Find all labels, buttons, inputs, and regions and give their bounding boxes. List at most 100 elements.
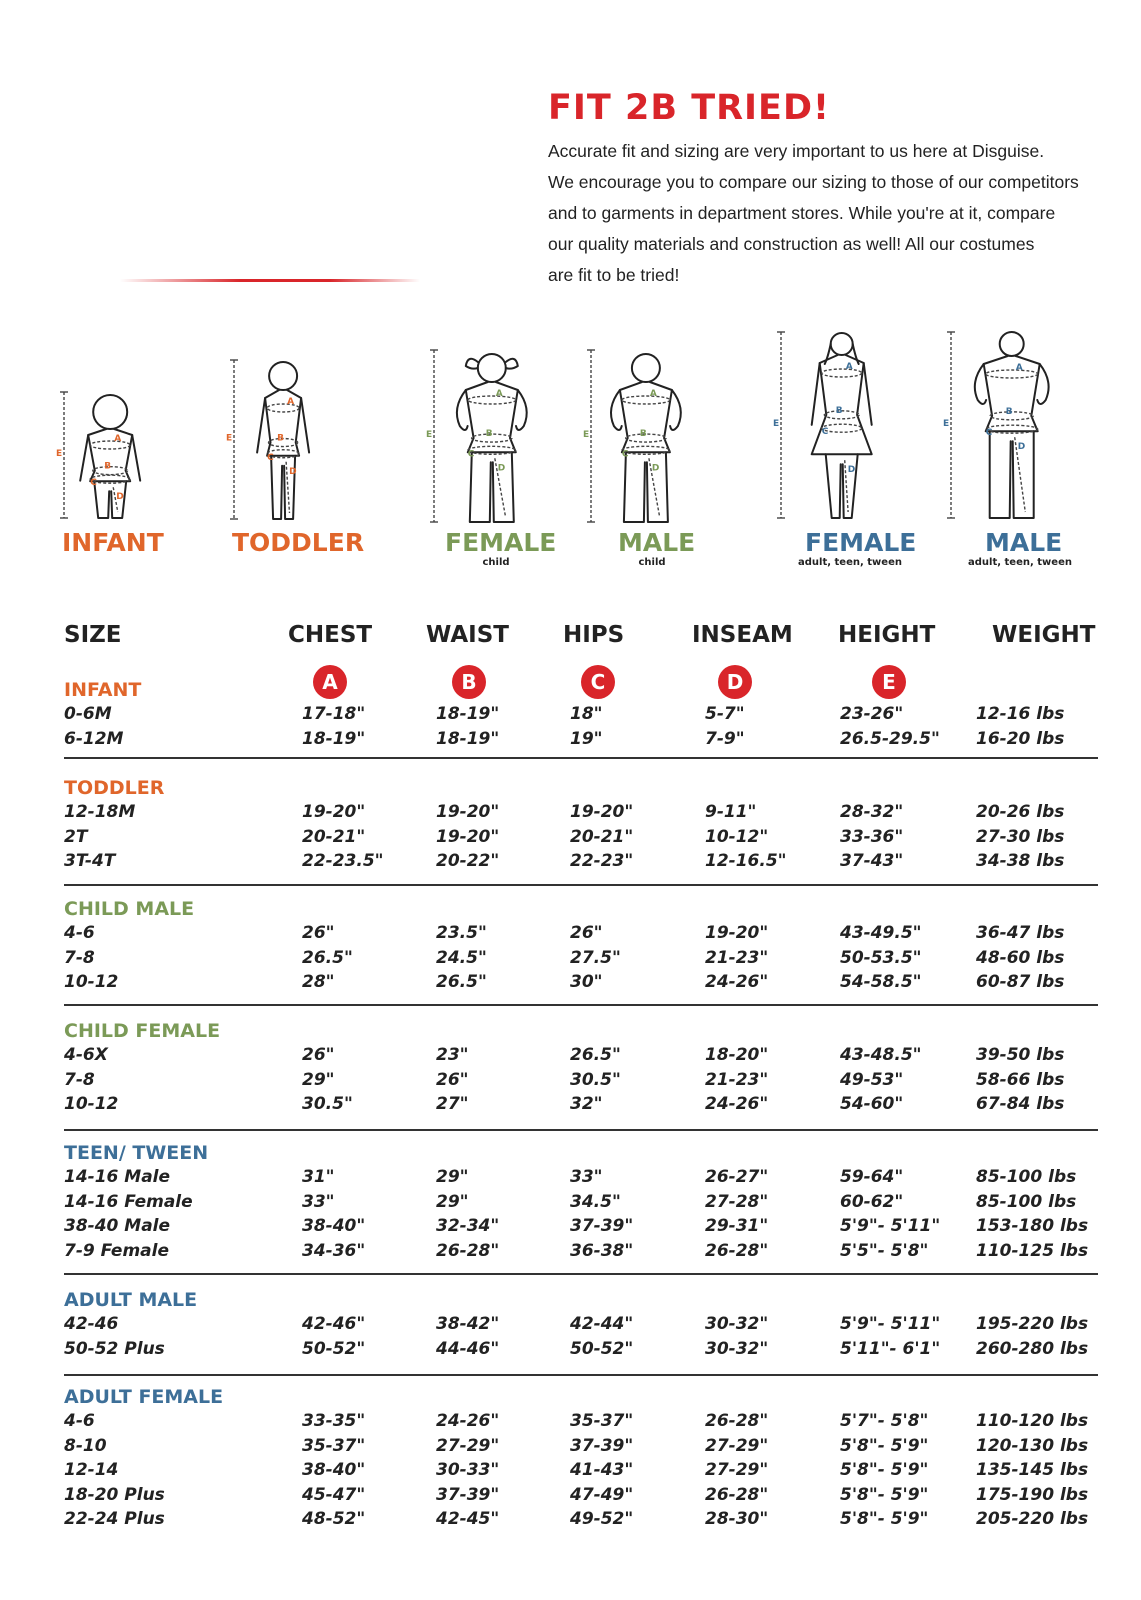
cell-size: 22-24 Plus xyxy=(64,1509,165,1529)
cell-hips: 37-39" xyxy=(570,1216,634,1236)
intro-line: are fit to be tried! xyxy=(548,265,680,285)
table-row: 3T-4T 22-23.5" 20-22" 22-23" 12-16.5" 37-43" 3… xyxy=(64,849,1098,874)
cell-chest: 48-52" xyxy=(302,1509,366,1529)
cell-hips: 33" xyxy=(570,1167,603,1187)
cell-height: 5'8"- 5'9" xyxy=(840,1435,929,1456)
cell-chest: 38-40" xyxy=(302,1216,366,1236)
cell-height: 33-36" xyxy=(840,826,904,847)
cell-chest: 28" xyxy=(302,972,335,992)
cell-chest: 26" xyxy=(302,923,335,943)
cell-inseam: 24-26" xyxy=(705,1094,769,1114)
cell-chest: 19-20" xyxy=(302,802,366,822)
cell-chest: 18-19" xyxy=(302,728,366,749)
cell-size: 7-8 xyxy=(64,947,95,968)
cell-waist: 30-33" xyxy=(436,1460,500,1480)
table-row: 14-16 Male 31" 29" 33" 26-27" 59-64" 85-100 lb… xyxy=(64,1165,1098,1190)
cell-chest: 45-47" xyxy=(302,1484,366,1505)
cell-weight: 60-87 lbs xyxy=(976,972,1065,992)
cell-height: 54-58.5" xyxy=(840,972,922,992)
cell-waist: 24.5" xyxy=(436,947,487,968)
table-row: 7-9 Female 34-36" 26-28" 36-38" 26-28" 5'5"- … xyxy=(64,1239,1098,1264)
cell-height: 43-49.5" xyxy=(840,923,922,943)
cell-hips: 41-43" xyxy=(570,1460,634,1480)
cell-weight: 39-50 lbs xyxy=(976,1045,1065,1065)
section-divider xyxy=(64,1374,1098,1376)
cell-size: 7-9 Female xyxy=(64,1240,169,1261)
cell-hips: 37-39" xyxy=(570,1435,634,1456)
cell-waist: 42-45" xyxy=(436,1509,500,1529)
table-row: 18-20 Plus 45-47" 37-39" 47-49" 26-28" 5'8"- … xyxy=(64,1483,1098,1508)
svg-text:B: B xyxy=(836,406,843,416)
cell-chest: 22-23.5" xyxy=(302,851,384,871)
cell-waist: 24-26" xyxy=(436,1411,500,1431)
cell-hips: 35-37" xyxy=(570,1411,634,1431)
svg-text:C: C xyxy=(468,449,475,459)
body-outline-icon: E A B C D xyxy=(943,331,1050,519)
cell-chest: 29" xyxy=(302,1069,335,1090)
cell-size: 3T-4T xyxy=(64,851,116,871)
cell-height: 59-64" xyxy=(840,1167,904,1187)
cell-inseam: 21-23" xyxy=(705,1069,769,1090)
cell-hips: 19-20" xyxy=(570,802,634,822)
svg-text:C: C xyxy=(822,427,829,437)
table-row: 4-6 26" 23.5" 26" 19-20" 43-49.5" 36-47 lbs xyxy=(64,921,1098,946)
section-title: INFANT xyxy=(64,679,142,701)
cell-waist: 26-28" xyxy=(436,1240,500,1261)
cell-size: 12-18M xyxy=(64,802,136,822)
cell-size: 18-20 Plus xyxy=(64,1484,165,1505)
section-teen-tween: TEEN/ TWEEN 14-16 Male 31" 29" 33" 26-27" 59-6… xyxy=(64,1141,1098,1263)
cell-height: 37-43" xyxy=(840,851,904,871)
cell-inseam: 27-28" xyxy=(705,1191,769,1212)
table-row: 8-10 35-37" 27-29" 37-39" 27-29" 5'8"- 5'9" 12… xyxy=(64,1434,1098,1459)
table-row: 0-6M 17-18" 18-19" 18" 5-7" 23-26" 12-16 lbs xyxy=(64,702,1098,727)
cell-size: 38-40 Male xyxy=(64,1216,171,1236)
cell-hips: 30" xyxy=(570,972,603,992)
svg-text:B: B xyxy=(486,429,493,439)
cell-chest: 31" xyxy=(302,1167,335,1187)
figure-male-5: E A B C D xyxy=(943,330,1060,526)
cell-waist: 26" xyxy=(436,1069,469,1090)
cell-height: 43-48.5" xyxy=(840,1045,922,1065)
svg-text:D: D xyxy=(848,465,855,475)
intro-line: and to garments in department stores. Wh… xyxy=(548,203,1056,223)
svg-text:E: E xyxy=(226,434,232,444)
figure-label: MALE xyxy=(618,528,696,557)
cell-height: 5'8"- 5'9" xyxy=(840,1460,929,1480)
column-header-chest: CHEST xyxy=(288,622,373,648)
section-title: TEEN/ TWEEN xyxy=(64,1142,209,1164)
svg-text:A: A xyxy=(846,362,853,372)
cell-inseam: 10-12" xyxy=(705,826,769,847)
cell-waist: 18-19" xyxy=(436,728,500,749)
cell-size: 14-16 Female xyxy=(64,1191,193,1212)
cell-inseam: 12-16.5" xyxy=(705,851,787,871)
cell-waist: 37-39" xyxy=(436,1484,500,1505)
cell-size: 4-6 xyxy=(64,923,95,943)
cell-inseam: 26-27" xyxy=(705,1167,769,1187)
cell-inseam: 26-28" xyxy=(705,1240,769,1261)
cell-weight: 85-100 lbs xyxy=(976,1191,1077,1212)
cell-inseam: 24-26" xyxy=(705,972,769,992)
cell-waist: 29" xyxy=(436,1191,469,1212)
svg-text:A: A xyxy=(650,389,657,399)
column-header-hips: HIPS xyxy=(563,622,625,648)
figure-female-2: E A B C D xyxy=(426,348,538,530)
cell-hips: 42-44" xyxy=(570,1314,634,1334)
cell-hips: 20-21" xyxy=(570,826,634,847)
cell-hips: 50-52" xyxy=(570,1338,634,1359)
svg-text:B: B xyxy=(104,462,111,472)
cell-size: 4-6X xyxy=(64,1045,108,1065)
cell-chest: 34-36" xyxy=(302,1240,366,1261)
cell-weight: 85-100 lbs xyxy=(976,1167,1077,1187)
table-row: 6-12M 18-19" 18-19" 19" 7-9" 26.5-29.5" 16-20 … xyxy=(64,727,1098,752)
body-outline-icon: E A B C D xyxy=(426,349,528,523)
cell-height: 5'9"- 5'11" xyxy=(840,1314,941,1334)
cell-weight: 20-26 lbs xyxy=(976,802,1065,822)
figure-sublabel: child xyxy=(482,557,510,568)
cell-weight: 260-280 lbs xyxy=(976,1338,1089,1359)
column-header-size: SIZE xyxy=(64,622,122,648)
cell-height: 5'8"- 5'9" xyxy=(840,1509,929,1529)
section-title: CHILD FEMALE xyxy=(64,1020,221,1042)
cell-hips: 47-49" xyxy=(570,1484,634,1505)
svg-text:E: E xyxy=(56,449,62,459)
